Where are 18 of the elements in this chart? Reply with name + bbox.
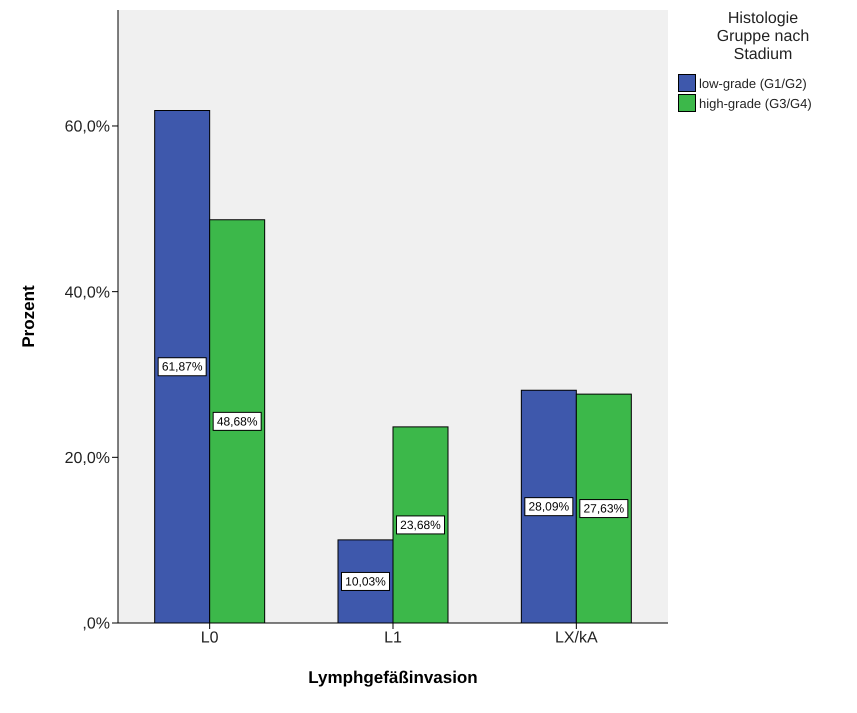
x-tick-label: L0 xyxy=(200,629,219,646)
x-tick-label: LX/kA xyxy=(554,629,598,646)
data-label: 28,09% xyxy=(528,500,570,514)
x-tick-label: L1 xyxy=(384,629,402,646)
legend-label: high-grade (G3/G4) xyxy=(698,94,813,112)
data-label: 61,87% xyxy=(162,360,203,374)
legend-title: Histologie Gruppe nach Stadium xyxy=(716,10,810,64)
y-axis-title: Prozent xyxy=(19,284,38,348)
data-label: 27,63% xyxy=(583,502,625,516)
y-tick-label: ,0% xyxy=(82,616,110,633)
data-label: 48,68% xyxy=(216,414,258,428)
legend-label: low-grade (G1/G2) xyxy=(698,74,808,92)
y-tick-label: 60,0% xyxy=(64,118,110,136)
y-tick-label: 40,0% xyxy=(64,284,110,302)
data-label: 10,03% xyxy=(345,574,386,588)
x-axis-title: Lymphgefäßinvasion xyxy=(308,668,478,687)
y-tick-label: 20,0% xyxy=(64,450,110,468)
data-label: 23,68% xyxy=(400,518,442,532)
